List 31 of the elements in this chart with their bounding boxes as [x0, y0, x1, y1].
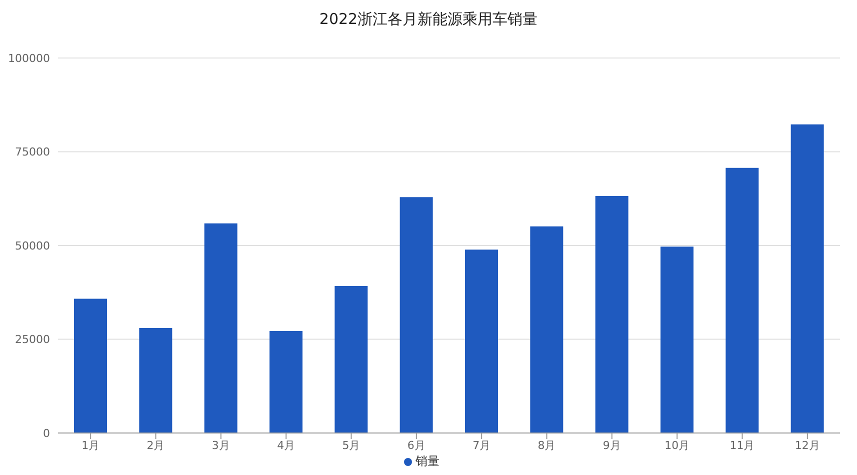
- chart-title: 2022浙江各月新能源乘用车销量: [318, 9, 539, 30]
- legend-label: 销量: [416, 454, 440, 468]
- x-tick-label: 2月: [146, 438, 165, 452]
- bar: [270, 331, 302, 433]
- x-tick-label: 1月: [82, 438, 100, 452]
- bar: [465, 250, 498, 433]
- bar: [74, 298, 107, 433]
- bar: [400, 197, 433, 433]
- y-tick-label: 25000: [15, 333, 50, 346]
- x-tick-label: 7月: [472, 438, 491, 452]
- bar: [204, 223, 238, 433]
- bar: [334, 286, 368, 433]
- x-tick-label: 6月: [407, 438, 426, 452]
- x-tick-label: 11月: [730, 438, 755, 452]
- bar: [726, 168, 759, 433]
- y-tick-label: 75000: [15, 146, 50, 159]
- bar: [595, 196, 628, 433]
- x-tick-label: 4月: [277, 438, 296, 452]
- x-tick-label: 10月: [664, 438, 690, 452]
- bar: [530, 226, 564, 433]
- x-tick-label: 9月: [602, 438, 621, 452]
- x-tick-label: 3月: [212, 438, 230, 452]
- y-tick-label: 0: [43, 426, 50, 440]
- y-tick-label: 50000: [15, 239, 50, 252]
- y-tick-label: 100000: [8, 52, 50, 65]
- bar: [139, 328, 172, 433]
- bar: [660, 246, 694, 433]
- x-tick-label: 8月: [538, 438, 556, 452]
- x-tick-label: 12月: [794, 438, 820, 452]
- x-tick-label: 5月: [342, 438, 360, 452]
- bar: [790, 124, 824, 433]
